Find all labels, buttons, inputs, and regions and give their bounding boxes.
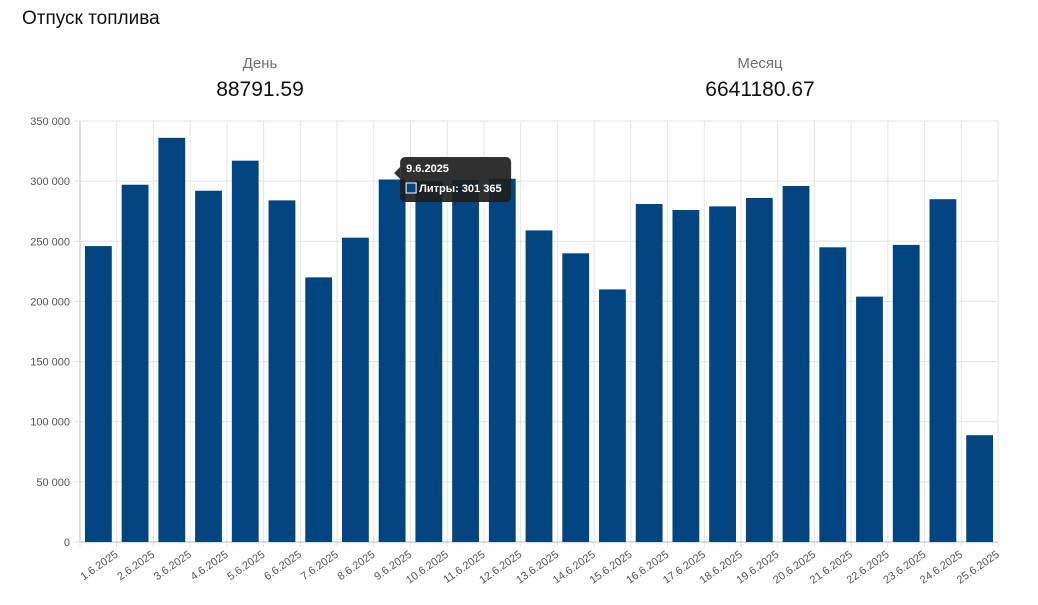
bar-3.6.2025[interactable] <box>158 137 186 542</box>
x-tick-label: 5.6.2025 <box>225 549 267 583</box>
y-tick-label: 250 000 <box>30 236 70 248</box>
bar-6.6.2025[interactable] <box>268 200 296 543</box>
month-stat-label: Месяц <box>737 55 783 72</box>
bar-21.6.2025[interactable] <box>819 247 847 543</box>
day-stat-value: 88791.59 <box>216 78 304 101</box>
bar-20.6.2025[interactable] <box>782 185 810 542</box>
bar-23.6.2025[interactable] <box>892 244 920 542</box>
page-title: Отпуск топлива <box>22 8 160 29</box>
bar-1.6.2025[interactable] <box>84 246 112 542</box>
tooltip-legend-swatch <box>405 182 417 194</box>
bar-11.6.2025[interactable] <box>452 179 479 542</box>
y-tick-label: 150 000 <box>30 357 70 369</box>
tooltip-box <box>400 157 512 202</box>
bar-9.6.2025[interactable] <box>378 179 406 542</box>
month-stat-value: 6641180.67 <box>705 78 815 101</box>
x-tick-label: 1.6.2025 <box>78 549 120 583</box>
bar-25.6.2025[interactable] <box>966 435 994 542</box>
bar-14.6.2025[interactable] <box>562 253 590 543</box>
bar-12.6.2025[interactable] <box>488 178 516 543</box>
y-tick-label: 300 000 <box>30 176 70 188</box>
bar-18.6.2025[interactable] <box>709 206 737 542</box>
x-tick-label: 4.6.2025 <box>189 549 231 583</box>
day-stat-label: День <box>242 55 278 72</box>
bar-5.6.2025[interactable] <box>231 160 259 543</box>
y-tick-label: 50 000 <box>36 477 70 489</box>
x-tick-label: 2.6.2025 <box>115 549 157 583</box>
y-tick-label: 350 000 <box>30 116 70 128</box>
bar-13.6.2025[interactable] <box>525 230 553 542</box>
bar-2.6.2025[interactable] <box>121 184 149 542</box>
y-tick-label: 0 <box>64 537 70 549</box>
x-tick-label: 7.6.2025 <box>299 549 341 583</box>
x-tick-label: 3.6.2025 <box>152 549 194 583</box>
x-tick-label: 8.6.2025 <box>336 549 378 583</box>
tooltip-value: Литры: 301 365 <box>419 183 501 195</box>
bar-10.6.2025[interactable] <box>415 181 443 542</box>
bar-24.6.2025[interactable] <box>929 199 957 542</box>
x-tick-label: 6.6.2025 <box>262 549 304 583</box>
day-stat: День 88791.59 <box>140 55 380 102</box>
y-tick-label: 100 000 <box>30 417 70 429</box>
bar-22.6.2025[interactable] <box>856 296 883 542</box>
tooltip-title: 9.6.2025 <box>406 163 449 175</box>
tooltip-caret <box>394 167 401 179</box>
y-tick-label: 200 000 <box>30 296 70 308</box>
bar-17.6.2025[interactable] <box>672 210 700 543</box>
bar-8.6.2025[interactable] <box>341 237 369 543</box>
month-stat: Месяц 6641180.67 <box>640 55 880 102</box>
bar-16.6.2025[interactable] <box>635 203 663 543</box>
bar-4.6.2025[interactable] <box>195 190 222 542</box>
bar-15.6.2025[interactable] <box>599 289 626 542</box>
bar-7.6.2025[interactable] <box>305 277 333 542</box>
bar-19.6.2025[interactable] <box>745 197 773 543</box>
